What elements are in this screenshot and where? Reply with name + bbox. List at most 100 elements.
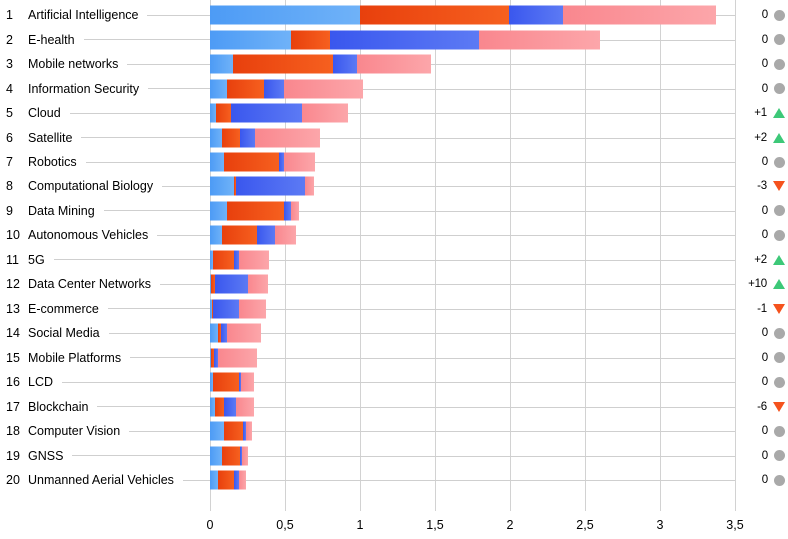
stacked-bar (210, 176, 314, 196)
change-value: 0 (761, 449, 768, 462)
segment-lightblue (210, 176, 234, 196)
category-label: Blockchain (28, 399, 89, 414)
rank-change-indicator: +2 (735, 132, 788, 144)
segment-pink (283, 79, 363, 99)
bar-zone (210, 468, 735, 492)
chart-row: 6 Satellite +2 (0, 126, 788, 150)
segment-orangered (217, 470, 234, 490)
segment-royalblue (234, 250, 239, 270)
no-change-icon (774, 352, 785, 364)
stacked-bar (210, 201, 299, 221)
x-tick-label: 3,5 (726, 518, 744, 532)
segment-pink (241, 446, 249, 466)
bar-zone (210, 346, 735, 370)
segment-royalblue (234, 470, 239, 490)
segment-royalblue (213, 299, 239, 319)
chart-row: 3 Mobile networks 0 (0, 52, 788, 76)
stacked-bar (210, 397, 254, 417)
stacked-bar (210, 348, 257, 368)
stacked-bar (210, 152, 315, 172)
category-label: Information Security (28, 81, 140, 96)
bar-zone (210, 28, 735, 52)
rank-label: 5 (6, 106, 13, 121)
bar-zone (210, 150, 735, 174)
rank-label: 9 (6, 203, 13, 218)
segment-orangered (213, 250, 234, 270)
change-value: -1 (757, 302, 767, 315)
segment-lightblue (210, 470, 218, 490)
segment-royalblue (243, 421, 246, 441)
no-change-icon (774, 34, 785, 46)
segment-orangered (226, 201, 284, 221)
segment-pink (291, 201, 299, 221)
category-label: Mobile networks (28, 57, 119, 72)
leader-line (129, 430, 210, 432)
chart-row: 2 E-health 0 (0, 28, 788, 52)
change-up-icon (773, 254, 785, 265)
segment-orangered (360, 5, 509, 25)
rank-label: 7 (6, 155, 13, 170)
row-track-line (210, 455, 735, 457)
segment-lightblue (210, 250, 213, 270)
leader-line (97, 406, 210, 408)
chart-row: 5 Cloud +1 (0, 101, 788, 125)
segment-lightblue (210, 225, 222, 245)
rank-label: 13 (6, 301, 20, 316)
gridline-0,5 (284, 0, 286, 511)
rank-label: 1 (6, 8, 13, 23)
stacked-bar (210, 128, 320, 148)
rank-change-indicator: 0 (735, 229, 788, 241)
change-up-icon (773, 279, 785, 290)
row-track-line (210, 88, 735, 90)
segment-pink (247, 274, 268, 294)
segment-royalblue (283, 201, 291, 221)
bar-zone (210, 3, 735, 27)
segment-lightblue (210, 323, 218, 343)
category-label: Computational Biology (28, 179, 154, 194)
stacked-bar (210, 103, 348, 123)
category-label: Cloud (28, 106, 61, 121)
chart-row: 18 Computer Vision 0 (0, 419, 788, 443)
row-track-line (210, 64, 735, 66)
rank-change-indicator: 0 (735, 425, 788, 437)
segment-royalblue (333, 54, 357, 74)
segment-orangered (234, 176, 236, 196)
rank-change-indicator: +1 (735, 107, 788, 119)
row-track-line (210, 259, 735, 261)
segment-orangered (226, 79, 264, 99)
row-track-line (210, 382, 735, 384)
leader-line (159, 283, 210, 285)
segment-royalblue (224, 397, 237, 417)
change-value: +1 (754, 107, 767, 120)
rank-label: 11 (6, 252, 19, 267)
rank-change-indicator: +2 (735, 254, 788, 266)
segment-orangered (210, 348, 214, 368)
stacked-bar (210, 250, 269, 270)
rank-change-indicator: 0 (735, 376, 788, 388)
no-change-icon (774, 450, 785, 462)
segment-lightblue (210, 397, 215, 417)
change-value: -3 (757, 180, 767, 193)
row-track-line (210, 406, 735, 408)
chart-row: 1 Artificial Intelligence 0 (0, 3, 788, 27)
stacked-bar (210, 79, 363, 99)
x-tick-label: 2,5 (576, 518, 594, 532)
x-tick-label: 3 (656, 518, 664, 532)
x-tick-label: 1 (356, 518, 364, 532)
chart-row: 7 Robotics 0 (0, 150, 788, 174)
no-change-icon (774, 58, 785, 70)
no-change-icon (774, 327, 785, 339)
segment-orangered (222, 128, 240, 148)
segment-lightblue (210, 446, 222, 466)
bar-zone (210, 297, 735, 321)
chart-row: 8 Computational Biology -3 (0, 174, 788, 198)
rank-change-indicator: -3 (735, 180, 788, 192)
rank-change-indicator: -6 (735, 401, 788, 413)
segment-lightblue (210, 152, 224, 172)
rank-label: 6 (6, 130, 13, 145)
row-track-line (210, 210, 735, 212)
no-change-icon (774, 156, 785, 168)
rank-label: 8 (6, 179, 13, 194)
change-value: 0 (761, 156, 768, 169)
